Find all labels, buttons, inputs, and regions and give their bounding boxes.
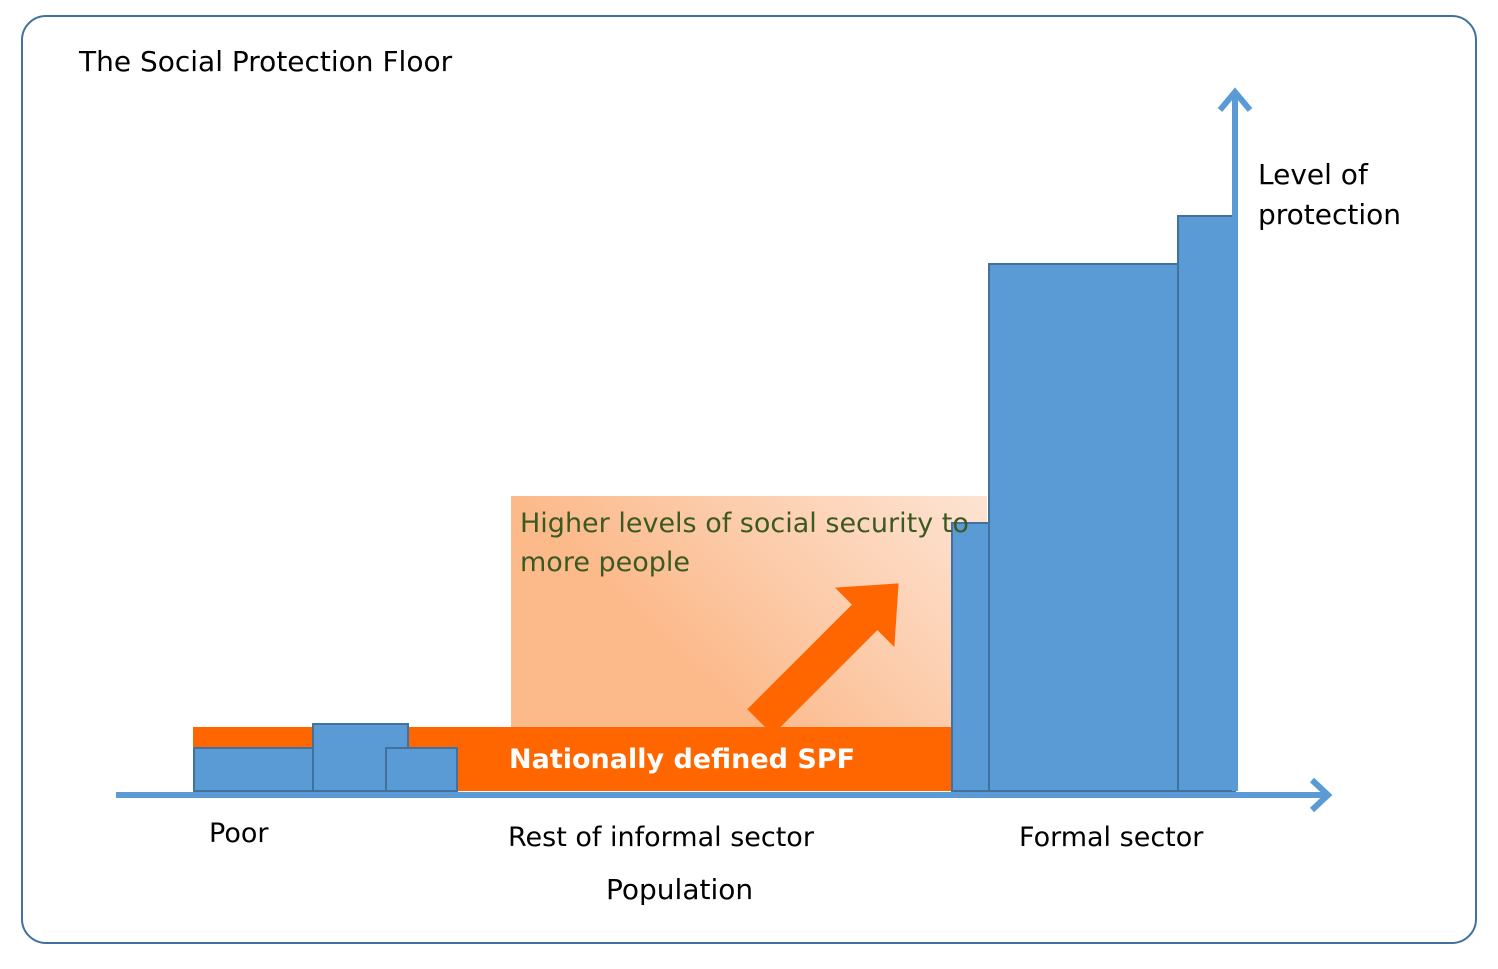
spf-band-label: Nationally defined SPF [509, 744, 855, 775]
bar-informal-1 [385, 747, 458, 792]
y-axis-arrowhead [1217, 87, 1253, 112]
higher-levels-arrow [747, 583, 899, 735]
bar-formal-2 [988, 263, 1179, 792]
spf-band-poor [193, 727, 314, 749]
group-label-poor: Poor [209, 818, 269, 849]
bar-poor-1 [193, 747, 314, 792]
higher-levels-label-line1: Higher levels of social security to [520, 508, 969, 539]
y-axis-label-line1: Level of [1258, 158, 1369, 191]
bar-formal-3 [1177, 215, 1236, 792]
bar-formal-1 [951, 522, 990, 792]
x-axis-arrowhead [1309, 777, 1333, 813]
higher-levels-label-line2: more people [520, 547, 690, 578]
spf-band [408, 727, 952, 791]
higher-levels-area [511, 496, 987, 728]
diagram-frame [21, 15, 1477, 944]
x-axis-label: Population [606, 873, 753, 906]
diagram-title: The Social Protection Floor [78, 45, 453, 78]
group-label-informal: Rest of informal sector [508, 822, 815, 853]
y-axis-label-line2: protection [1258, 198, 1401, 231]
group-label-formal: Formal sector [1019, 822, 1204, 853]
